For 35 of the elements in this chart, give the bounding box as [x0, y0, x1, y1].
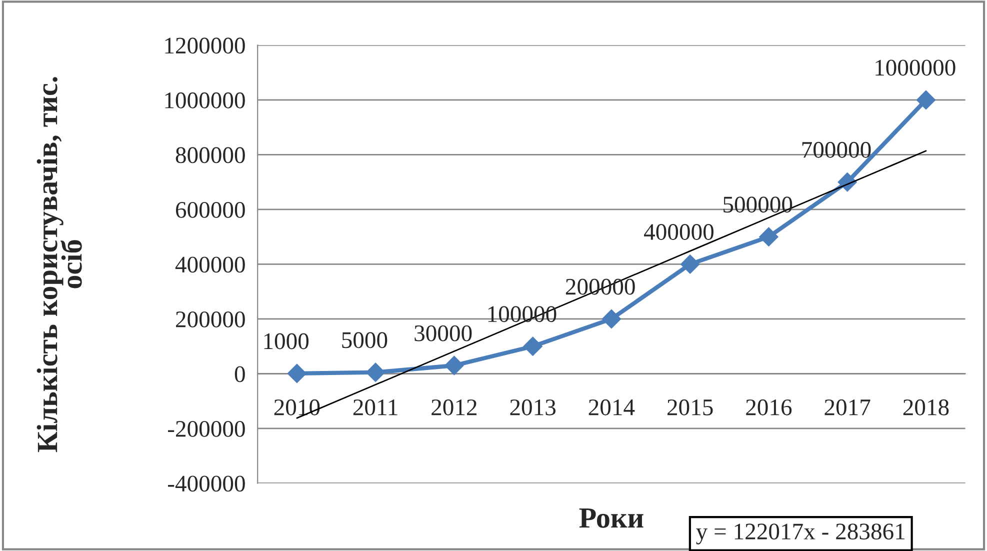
data-label: 400000 — [644, 224, 714, 240]
x-tick-label: 2010 — [274, 399, 320, 416]
x-tick-label: 2018 — [903, 399, 949, 416]
data-label: 5000 — [342, 332, 388, 348]
y-axis-title: Кількість користувачів, тис. осіб — [36, 77, 82, 452]
y-tick-label: 1000000 — [165, 92, 245, 108]
data-label: 30000 — [414, 325, 472, 342]
data-label: 1000000 — [876, 60, 956, 76]
x-tick-label: 2011 — [353, 399, 398, 416]
y-tick-label: 0 — [234, 366, 245, 382]
y-tick-label: -400000 — [168, 476, 245, 492]
x-tick-label: 2016 — [746, 399, 792, 416]
x-tick-label: 2013 — [510, 399, 556, 416]
y-tick-label: 800000 — [176, 147, 245, 164]
y-tick-label: -200000 — [168, 420, 245, 437]
y-tick-label: 600000 — [176, 202, 245, 218]
data-label: 500000 — [724, 196, 792, 213]
y-tick-label: 200000 — [176, 311, 245, 328]
x-axis-title: Роки — [579, 508, 644, 528]
x-tick-label: 2017 — [824, 399, 870, 416]
point — [366, 362, 386, 382]
point — [287, 364, 306, 383]
x-tick-label: 2014 — [588, 399, 635, 416]
y-tick-label: 400000 — [175, 256, 245, 273]
point — [680, 254, 700, 274]
x-tick-label: 2012 — [432, 399, 476, 416]
x-tick-label: 2015 — [668, 399, 713, 416]
point — [916, 90, 936, 110]
point — [523, 336, 542, 356]
point — [444, 356, 464, 376]
text: y = 122017x - 283861 — [696, 524, 904, 544]
data-label: 1000 — [264, 333, 309, 350]
y-tick-label: 1200000 — [165, 38, 245, 54]
point — [602, 309, 621, 328]
point — [759, 227, 778, 246]
